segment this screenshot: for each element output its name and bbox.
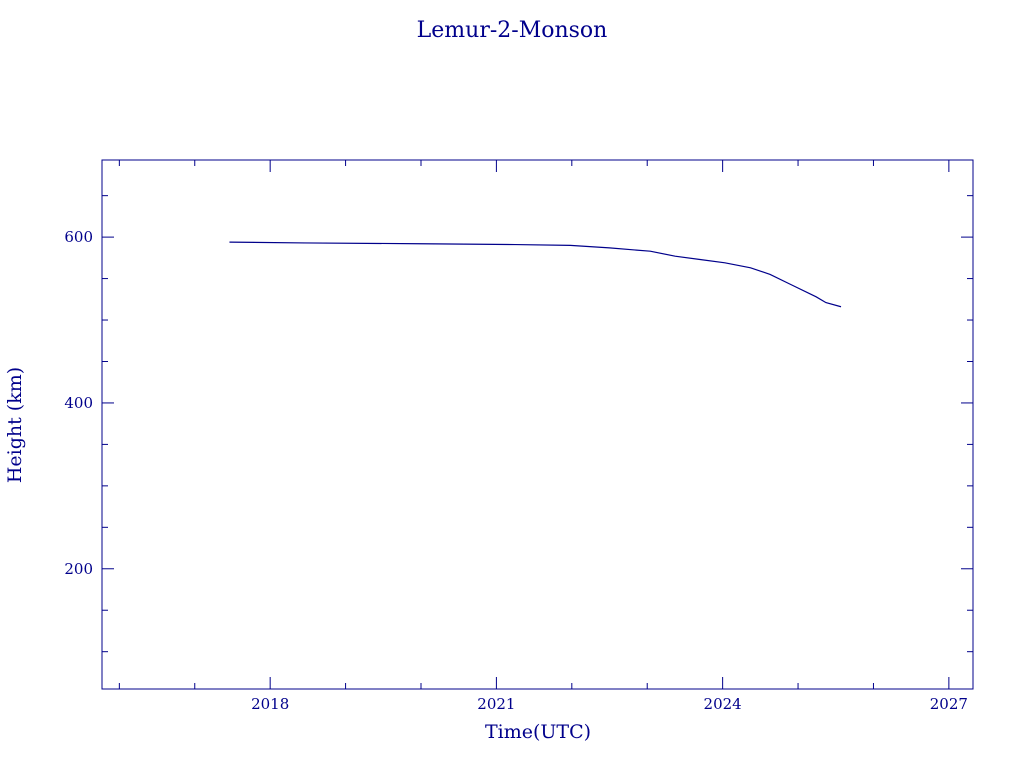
y-tick-label: 600 bbox=[64, 228, 93, 246]
x-tick-label: 2024 bbox=[704, 695, 742, 713]
plot-frame bbox=[101, 159, 974, 690]
y-tick-label: 400 bbox=[64, 394, 93, 412]
x-tick-label: 2021 bbox=[477, 695, 515, 713]
x-tick-label: 2027 bbox=[930, 695, 968, 713]
x-axis-label: Time(UTC) bbox=[485, 721, 591, 743]
y-tick-label: 200 bbox=[64, 560, 93, 578]
x-tick-label: 2018 bbox=[251, 695, 289, 713]
chart-title: Lemur-2-Monson bbox=[417, 18, 608, 43]
data-line bbox=[229, 241, 842, 308]
y-axis-label: Height (km) bbox=[4, 367, 26, 483]
